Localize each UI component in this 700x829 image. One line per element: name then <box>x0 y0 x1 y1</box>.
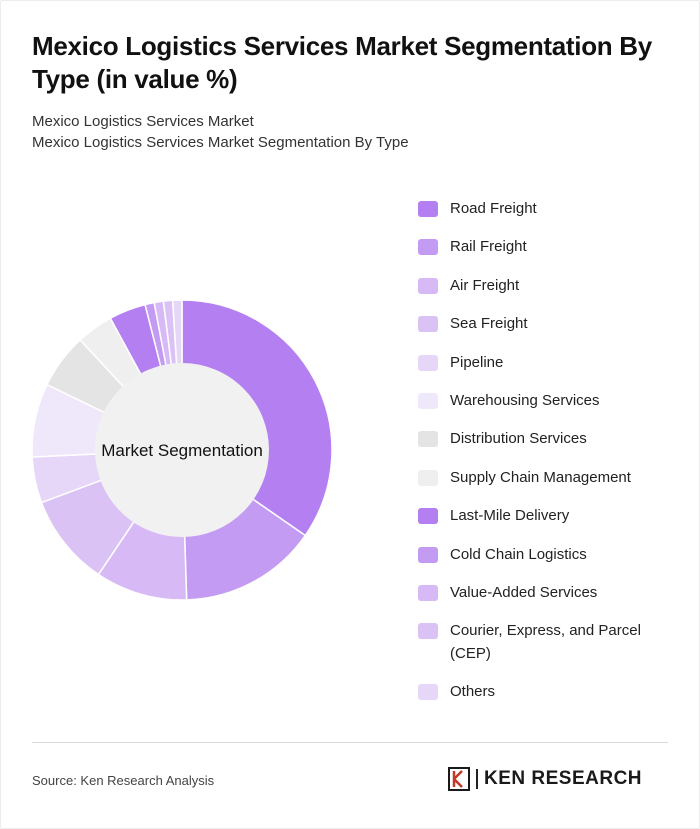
legend-item-rail-freight: Rail Freight <box>418 237 650 258</box>
legend-swatch <box>418 316 438 332</box>
legend-swatch <box>418 508 438 524</box>
legend-swatch <box>418 355 438 371</box>
chart-title: Mexico Logistics Services Market Segment… <box>32 31 652 94</box>
legend-item-cold-chain-logistics: Cold Chain Logistics <box>418 545 650 566</box>
legend-item-warehousing-services: Warehousing Services <box>418 391 650 412</box>
legend-item-pipeline: Pipeline <box>418 353 650 374</box>
legend-item-road-freight: Road Freight <box>418 199 650 220</box>
legend-label: Distribution Services <box>450 430 587 447</box>
legend-swatch <box>418 278 438 294</box>
source-note: Source: Ken Research Analysis <box>32 773 215 788</box>
legend-label: Supply Chain Management <box>450 469 631 486</box>
legend-label: Road Freight <box>450 200 537 217</box>
legend-label: Pipeline <box>450 354 504 371</box>
legend-label: Last-Mile Delivery <box>450 507 570 524</box>
legend-label: Rail Freight <box>450 238 527 255</box>
legend-item-supply-chain-management: Supply Chain Management <box>418 468 650 489</box>
legend-swatch <box>418 585 438 601</box>
legend-item-others: Others <box>418 682 650 703</box>
legend-item-air-freight: Air Freight <box>418 276 650 297</box>
legend-item-courier-express-and-parcel-cep: Courier, Express, and Parcel (CEP) <box>418 621 650 665</box>
donut-chart: Market Segmentation <box>31 299 333 601</box>
legend-swatch <box>418 393 438 409</box>
logo-divider <box>476 769 478 789</box>
legend-item-value-added-services: Value-Added Services <box>418 583 650 604</box>
legend-label: Courier, Express, and Parcel (CEP) <box>450 622 641 662</box>
legend-swatch <box>418 470 438 486</box>
legend-label: Cold Chain Logistics <box>450 546 587 563</box>
legend-swatch <box>418 239 438 255</box>
legend-label: Air Freight <box>450 277 520 294</box>
legend-label: Warehousing Services <box>450 392 600 409</box>
legend-label: Sea Freight <box>450 315 528 332</box>
legend-label: Value-Added Services <box>450 584 598 601</box>
legend-label: Others <box>450 683 496 700</box>
chart-subtitle-market: Mexico Logistics Services Market <box>32 113 254 130</box>
legend-item-sea-freight: Sea Freight <box>418 314 650 335</box>
chart-subtitle-segmentation: Mexico Logistics Services Market Segment… <box>32 134 409 151</box>
logo-wordmark: KEN RESEARCH <box>484 768 643 789</box>
legend-item-last-mile-delivery: Last-Mile Delivery <box>418 506 650 527</box>
footer-divider <box>32 742 668 743</box>
center-label: Market Segmentation <box>101 441 263 460</box>
ken-research-logo-icon <box>448 767 470 791</box>
ken-research-logo: KEN RESEARCH <box>448 767 642 791</box>
donut-center <box>95 363 269 537</box>
legend-swatch <box>418 547 438 563</box>
legend-item-distribution-services: Distribution Services <box>418 429 650 450</box>
legend-swatch <box>418 623 438 639</box>
legend-swatch <box>418 431 438 447</box>
legend-swatch <box>418 201 438 217</box>
legend-swatch <box>418 684 438 700</box>
